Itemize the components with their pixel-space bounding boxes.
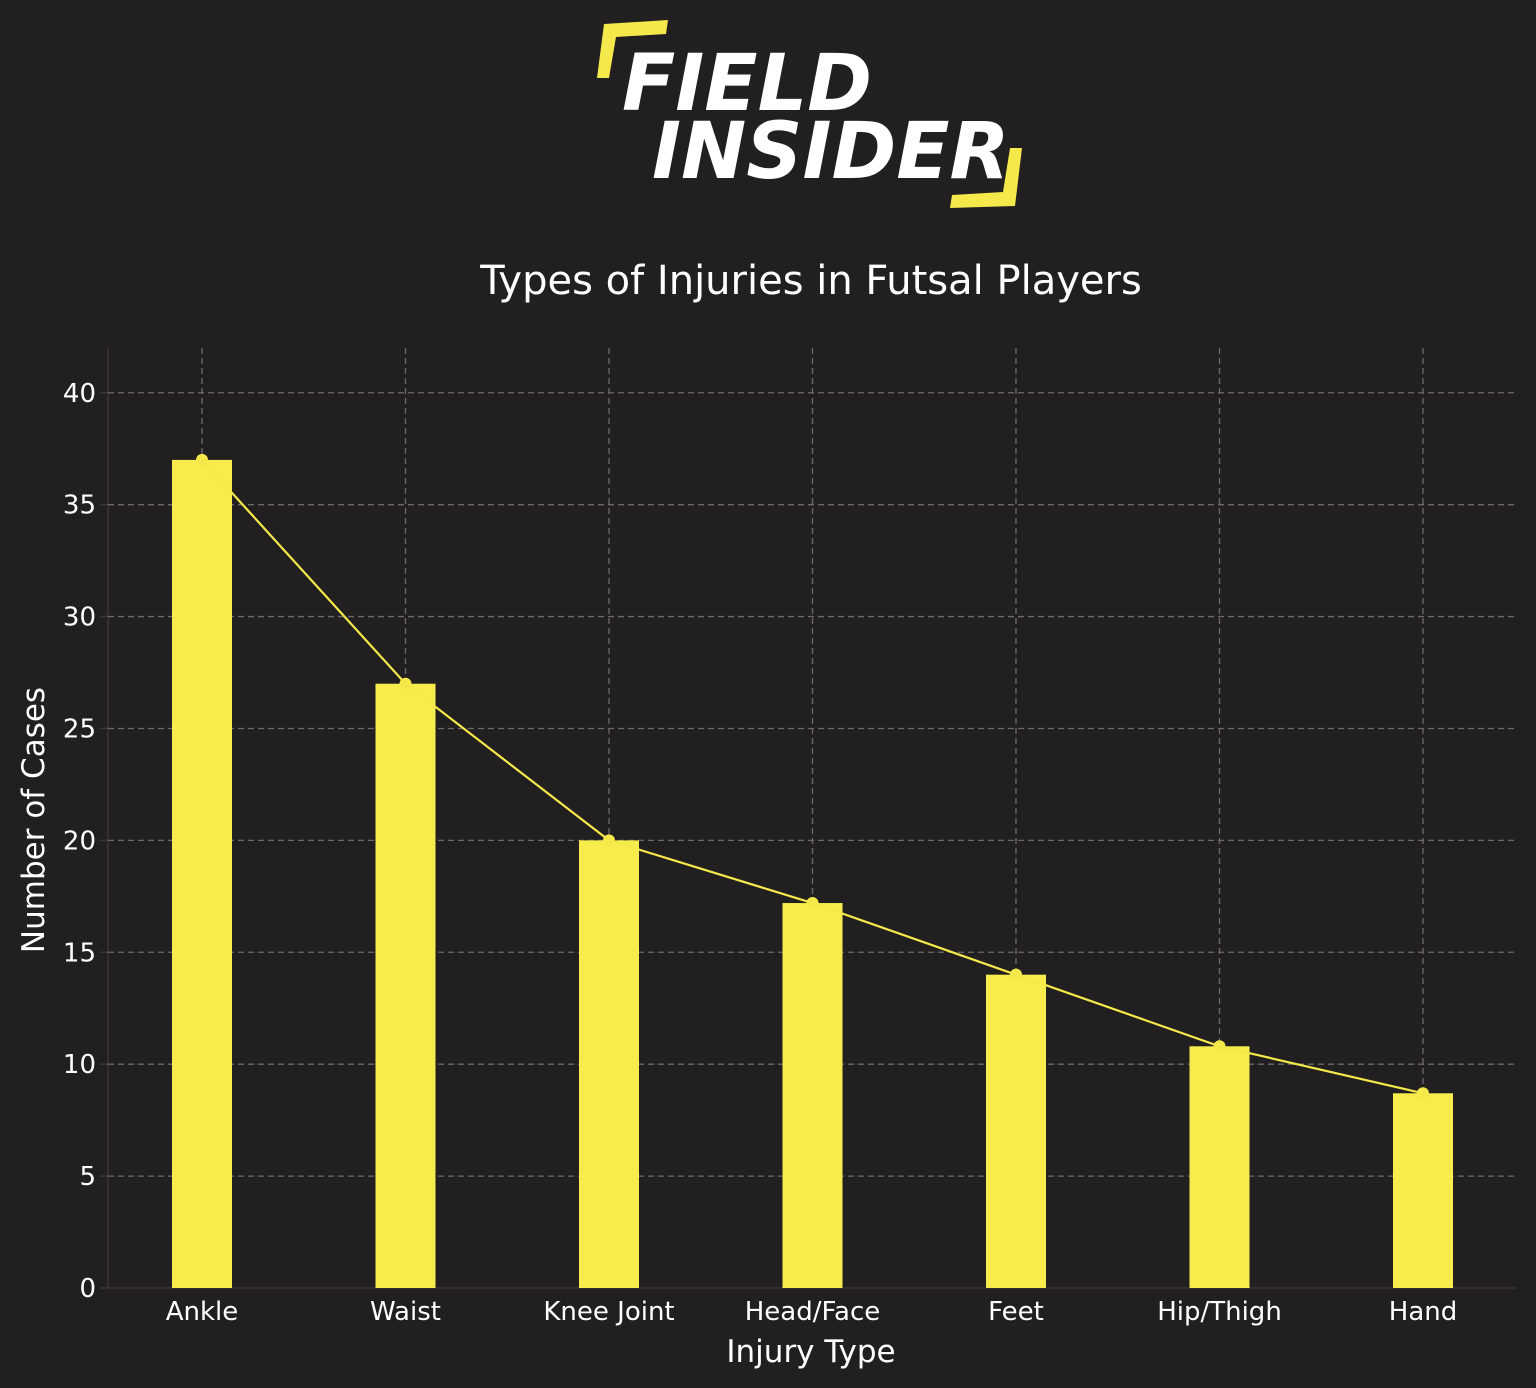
tick-labels: 0 5 10 15 20 25 30 35 40 Ankle Waist Knee Joint Head… xyxy=(63,379,1457,1327)
x-tick-label: Waist xyxy=(370,1297,441,1327)
y-tick-label: 15 xyxy=(63,938,96,968)
logo-line-2: INSIDER xyxy=(652,107,1010,197)
x-tick-label: Feet xyxy=(988,1297,1044,1327)
bar-knee-joint xyxy=(579,840,639,1288)
x-tick-label: Head/Face xyxy=(745,1297,881,1327)
bar-hip-thigh xyxy=(1189,1046,1250,1288)
chart-title: Types of Injuries in Futsal Players xyxy=(479,258,1142,304)
trend-point xyxy=(1417,1087,1429,1100)
x-tick-label: Hip/Thigh xyxy=(1157,1297,1282,1327)
bar-head-face xyxy=(782,903,843,1288)
y-axis-label: Number of Cases xyxy=(16,687,52,953)
trend-point xyxy=(1213,1040,1226,1053)
bar-waist xyxy=(375,683,436,1288)
bars xyxy=(172,459,1453,1288)
x-tick-label: Hand xyxy=(1389,1297,1457,1327)
trend-point xyxy=(806,897,819,910)
bar-feet xyxy=(986,974,1046,1288)
logo-bracket-top-left xyxy=(597,20,668,78)
trend-point xyxy=(603,834,615,847)
logo-line-1: FIELD xyxy=(622,39,872,129)
x-tick-label: Ankle xyxy=(166,1297,239,1327)
bar-hand xyxy=(1393,1093,1453,1288)
logo-bracket-bottom-right xyxy=(950,148,1022,208)
y-tick-label: 5 xyxy=(79,1162,96,1192)
trend-point xyxy=(1010,968,1022,981)
y-tick-label: 0 xyxy=(79,1274,96,1304)
bar-ankle xyxy=(172,459,232,1288)
y-tick-label: 40 xyxy=(63,379,96,409)
trend-point xyxy=(196,453,208,466)
y-tick-label: 35 xyxy=(63,491,96,521)
y-tick-label: 10 xyxy=(63,1050,96,1080)
y-tick-label: 30 xyxy=(63,603,96,633)
trend-line-layer xyxy=(196,453,1429,1100)
x-axis-label: Injury Type xyxy=(726,1334,895,1370)
x-tick-label: Knee Joint xyxy=(543,1297,674,1327)
field-insider-logo: FIELD INSIDER xyxy=(597,20,1022,208)
y-tick-label: 20 xyxy=(63,826,96,856)
y-tick-label: 25 xyxy=(63,714,96,744)
trend-point xyxy=(399,677,412,690)
